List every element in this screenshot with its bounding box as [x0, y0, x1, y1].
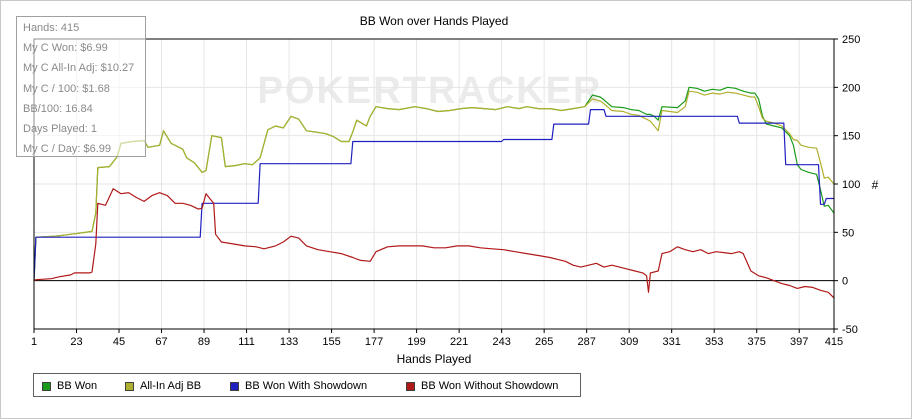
legend-item-with-showdown: BB Won With Showdown — [230, 379, 367, 393]
x-tick-label: 265 — [535, 336, 553, 348]
legend-label-with-showdown: BB Won With Showdown — [245, 380, 368, 392]
legend-swatch-without-showdown — [406, 381, 415, 391]
legend-swatch-with-showdown — [230, 381, 239, 391]
legend-label-without-showdown: BB Won Without Showdown — [421, 380, 559, 392]
y-tick-label: 50 — [842, 227, 854, 239]
legend-item-bb-won: BB Won — [42, 379, 97, 393]
series-line-1 — [33, 90, 835, 281]
x-tick-label: 45 — [113, 336, 125, 348]
chart-title: BB Won over Hands Played — [360, 14, 509, 28]
x-tick-label: 155 — [322, 336, 340, 348]
legend-swatch-all-in-adj — [125, 381, 134, 391]
series-line-3 — [33, 188, 835, 299]
y-tick-label: 250 — [842, 34, 860, 46]
watermark-logo: POKERTRACKER — [258, 70, 603, 112]
stat-c-allin-adj: My C All-In Adj: $10.27 — [23, 62, 135, 75]
x-tick-label: 415 — [825, 336, 843, 348]
x-tick-label: 177 — [365, 336, 383, 348]
x-tick-label: 199 — [407, 336, 425, 348]
x-tick-label: 89 — [198, 336, 210, 348]
stats-panel: Hands: 415 My C Won: $6.99 My C All-In A… — [16, 16, 146, 157]
x-tick-label: 331 — [663, 336, 681, 348]
x-tick-label: 1 — [31, 336, 37, 348]
stat-c-per-day: My C / Day: $6.99 — [23, 143, 112, 156]
legend-label-all-in-adj: All-In Adj BB — [140, 380, 202, 392]
x-tick-label: 221 — [450, 336, 468, 348]
x-tick-label: 397 — [790, 336, 808, 348]
series-line-2 — [33, 109, 834, 281]
x-tick-label: 287 — [577, 336, 595, 348]
x-tick-label: 243 — [492, 336, 510, 348]
x-tick-label: 133 — [280, 336, 298, 348]
y-tick-label: 0 — [842, 276, 848, 288]
stat-c-per-100: My C / 100: $1.68 — [23, 82, 110, 95]
x-axis-label: Hands Played — [397, 352, 472, 366]
x-tick-label: 353 — [705, 336, 723, 348]
legend-item-all-in-adj: All-In Adj BB — [125, 379, 201, 393]
chart-legend: BB Won All-In Adj BB BB Won With Showdow… — [33, 373, 581, 397]
y-tick-label: -50 — [842, 324, 858, 336]
y-tick-label: 150 — [842, 131, 860, 143]
y-tick-label: 100 — [842, 179, 860, 191]
stat-hands: Hands: 415 — [23, 22, 80, 34]
legend-label-bb-won: BB Won — [57, 380, 98, 392]
legend-swatch-bb-won — [42, 381, 51, 391]
stat-bb-per-100: BB/100: 16.84 — [23, 102, 93, 115]
x-tick-label: 23 — [70, 336, 82, 348]
x-tick-label: 67 — [155, 336, 167, 348]
legend-item-without-showdown: BB Won Without Showdown — [406, 379, 558, 393]
y-tick-label: 200 — [842, 82, 860, 94]
y-axis-label: # — [872, 178, 879, 192]
stat-c-won: My C Won: $6.99 — [23, 42, 108, 55]
x-tick-label: 375 — [748, 336, 766, 348]
x-tick-label: 309 — [620, 336, 638, 348]
stat-days-played: Days Played: 1 — [23, 123, 97, 136]
x-tick-label: 111 — [238, 336, 255, 348]
